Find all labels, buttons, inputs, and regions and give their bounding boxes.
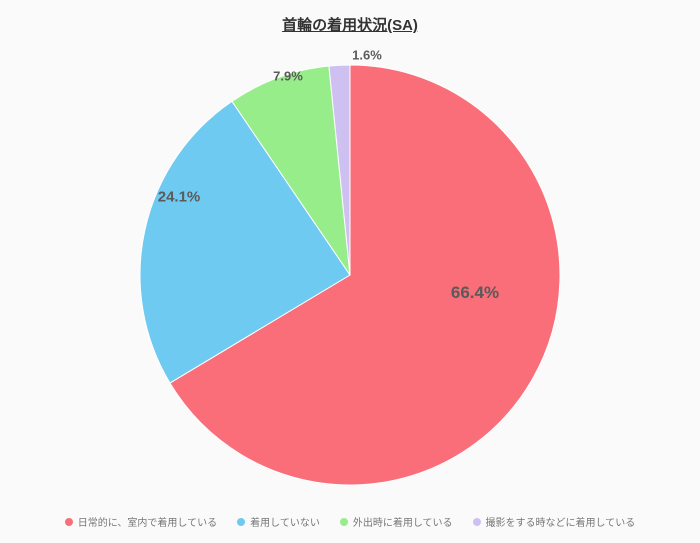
slice-value-label: 7.9%: [273, 69, 303, 84]
slice-value-label: 24.1%: [158, 189, 201, 206]
slice-value-label: 1.6%: [352, 48, 382, 63]
pie-chart-svg: [0, 0, 700, 543]
legend-item: 外出時に着用している: [340, 514, 453, 529]
pie-chart-container: 首輪の着用状況(SA) 日常的に、室内で着用している着用していない外出時に着用し…: [0, 0, 700, 543]
legend-label: 外出時に着用している: [353, 518, 453, 529]
legend-label: 撮影をする時などに着用している: [486, 518, 636, 529]
legend-swatch: [237, 518, 245, 526]
slice-value-label: 66.4%: [451, 283, 499, 303]
legend-item: 撮影をする時などに着用している: [473, 514, 636, 529]
legend-swatch: [340, 518, 348, 526]
legend: 日常的に、室内で着用している 着用していない 外出時に着用している 撮影をする時などに…: [0, 514, 700, 529]
legend-label: 着用していない: [250, 518, 320, 529]
legend-item: 着用していない: [237, 514, 320, 529]
legend-label: 日常的に、室内で着用している: [78, 518, 217, 529]
legend-item: 日常的に、室内で着用している: [65, 514, 217, 529]
legend-swatch: [65, 518, 73, 526]
legend-swatch: [473, 518, 481, 526]
